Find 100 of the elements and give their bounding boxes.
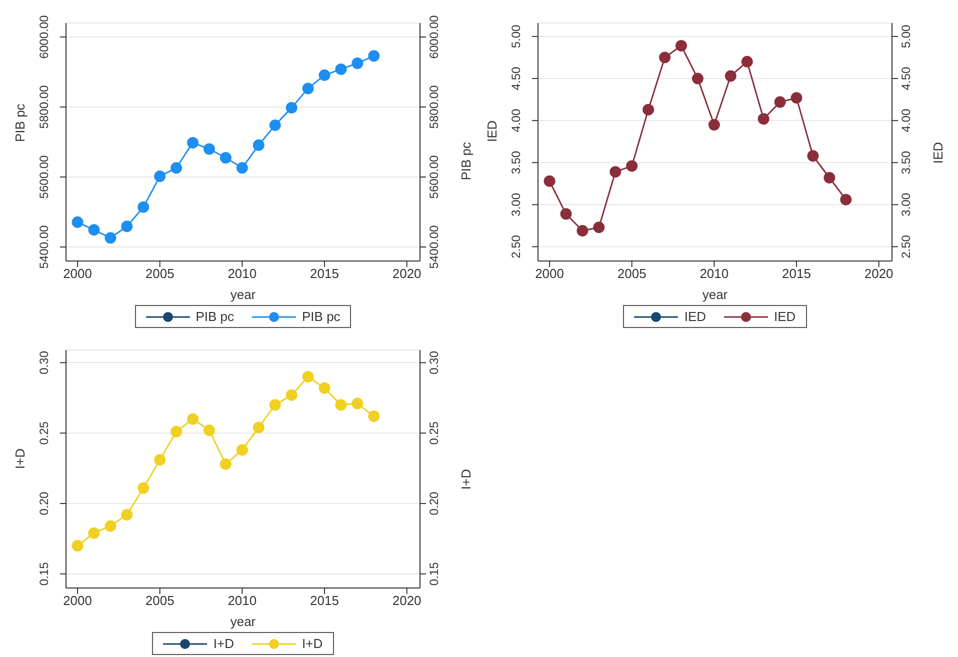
point	[576, 224, 588, 236]
y2-tick-label: 3.50	[899, 150, 913, 174]
point	[154, 454, 166, 466]
point	[352, 58, 364, 69]
point	[302, 82, 314, 94]
x-tick-label: 2015	[782, 266, 811, 282]
x-tick-label: 2005	[617, 266, 646, 282]
point	[170, 426, 182, 438]
x-tick-label: 2005	[145, 266, 174, 282]
point	[840, 194, 852, 206]
y-tick-label: 0.30	[37, 350, 51, 374]
point	[104, 520, 116, 532]
point	[758, 113, 770, 125]
y2-tick-label: 4.00	[899, 108, 913, 132]
y-tick-label: 2.50	[509, 234, 523, 258]
point	[774, 96, 786, 108]
point	[610, 166, 622, 178]
y-tick-label: 6000.00	[37, 14, 51, 59]
point	[220, 458, 232, 470]
point	[170, 162, 182, 174]
point	[138, 482, 150, 494]
point	[626, 160, 638, 172]
x-tick-label: 2015	[310, 266, 339, 282]
point	[269, 119, 281, 131]
y2-tick-label: 6000.00	[427, 14, 441, 59]
y-tick-label: 4.50	[509, 66, 523, 90]
legend-label: IED	[774, 309, 796, 324]
point	[544, 175, 556, 187]
point	[335, 399, 347, 411]
x-tick-label: 2020	[864, 266, 894, 282]
point	[203, 424, 215, 436]
point	[368, 410, 380, 422]
y2-tick-label: 0.25	[427, 421, 441, 445]
legend-label: IED	[684, 309, 706, 324]
point	[138, 201, 150, 213]
y2-tick-label: 5400.00	[427, 224, 441, 269]
y2-axis-title: PIB pc	[458, 142, 474, 180]
y-tick-label: 5.00	[509, 24, 523, 48]
x-tick-label: 2015	[310, 593, 339, 608]
point	[121, 220, 133, 232]
y-tick-label: 5800.00	[37, 84, 51, 129]
y-tick-label: 3.50	[509, 150, 523, 174]
y2-axis-title: I+D	[458, 469, 474, 490]
y-axis-title: I+D	[12, 448, 28, 469]
point	[121, 509, 133, 521]
point	[318, 69, 330, 81]
point	[593, 222, 605, 234]
point	[807, 150, 819, 162]
point	[286, 102, 298, 114]
point	[335, 63, 347, 75]
x-tick-label: 2010	[228, 266, 257, 282]
y2-tick-label: 5.00	[899, 24, 913, 48]
legend-label: PIB pc	[302, 309, 340, 324]
y2-tick-label: 4.50	[899, 66, 913, 90]
y2-tick-label: 2.50	[899, 234, 913, 258]
point	[269, 399, 281, 411]
point	[252, 422, 264, 434]
point	[708, 119, 720, 131]
point	[88, 224, 100, 236]
point	[88, 527, 100, 539]
x-tick-label: 2020	[392, 266, 422, 282]
point	[286, 389, 298, 401]
point	[642, 104, 654, 116]
point	[560, 208, 572, 220]
point	[203, 143, 215, 155]
y2-tick-label: 3.00	[899, 192, 913, 216]
point	[72, 540, 84, 552]
legend-label: PIB pc	[196, 309, 234, 324]
y-tick-label: 5600.00	[37, 154, 51, 199]
y-tick-label: 0.20	[37, 492, 51, 516]
y-tick-label: 0.15	[37, 562, 51, 586]
point	[318, 382, 330, 394]
point	[72, 216, 84, 228]
y-tick-label: 3.00	[509, 192, 523, 216]
point	[187, 413, 199, 425]
x-tick-label: 2000	[63, 593, 92, 608]
x-tick-label: 2000	[63, 266, 92, 282]
point	[236, 162, 248, 174]
point	[675, 40, 687, 52]
y-axis-title: PIB pc	[12, 103, 28, 142]
point	[252, 139, 264, 151]
y2-tick-label: 0.20	[427, 492, 441, 516]
point	[104, 232, 116, 244]
x-tick-label: 2010	[700, 266, 729, 282]
x-tick-label: 2005	[145, 593, 174, 608]
x-tick-label: 2000	[535, 266, 564, 282]
y-tick-label: 4.00	[509, 108, 523, 132]
point	[236, 444, 248, 456]
point	[368, 50, 380, 62]
point	[154, 170, 166, 182]
y2-tick-label: 0.15	[427, 562, 441, 586]
point	[220, 152, 232, 164]
x-tick-label: 2020	[392, 593, 422, 608]
point	[352, 398, 364, 410]
y2-tick-label: 5600.00	[427, 154, 441, 199]
legend-label: I+D	[213, 636, 234, 651]
point	[724, 70, 736, 82]
y2-tick-label: 0.30	[427, 350, 441, 374]
x-axis-title: year	[230, 614, 256, 629]
point	[302, 371, 314, 383]
